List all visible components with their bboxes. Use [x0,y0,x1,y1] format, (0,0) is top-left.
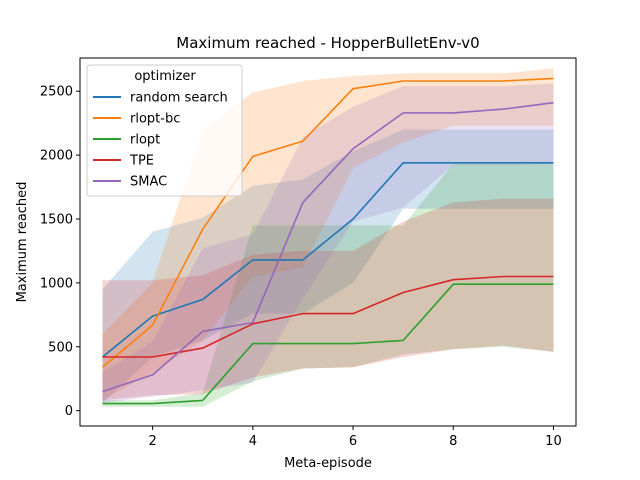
series-lines [101,77,554,405]
line-rlopt [102,283,554,405]
line-random-search [101,162,554,358]
legend-label-tpe: TPE [129,154,154,169]
x-axis-label: Meta-episode [284,456,372,471]
x-tick-label: 2 [149,434,157,449]
y-axis: 0 500 1000 1500 2000 2500 [40,85,80,419]
legend-label-random-search: random search [130,91,228,106]
band-tpe [102,198,554,401]
y-tick-label: 2500 [40,85,73,100]
band-random-search [102,129,554,403]
x-tick-label: 4 [249,434,257,449]
y-axis-label: Maximum reached [15,182,30,303]
y-tick-label: 1000 [40,276,73,291]
x-tick-label: 6 [349,434,357,449]
line-smac [102,101,554,393]
x-tick-label: 8 [449,434,457,449]
legend-label-rlopt: rlopt [130,133,160,148]
y-tick-label: 1500 [40,213,73,228]
chart-title: Maximum reached - HopperBulletEnv-v0 [176,34,479,52]
legend-box [86,64,243,197]
y-tick-label: 2000 [40,149,73,164]
y-tick-label: 500 [48,340,73,355]
legend-label-smac: SMAC [130,175,167,190]
legend-label-rlopt-bc: rlopt-bc [130,112,180,127]
legend-items: random search rlopt-bc rlopt TPE SMAC [93,91,228,190]
legend: optimizer random search rlopt-bc rlopt TPE S… [86,64,243,197]
legend-title: optimizer [134,69,196,84]
line-rlopt-bc [101,77,554,368]
x-tick-label: 10 [545,434,562,449]
x-axis: 2 4 6 8 10 [149,426,562,449]
y-tick-label: 0 [65,404,73,419]
band-rlopt [102,164,554,407]
plot-frame [79,57,577,427]
